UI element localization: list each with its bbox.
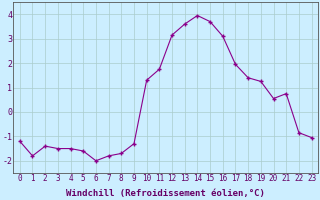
X-axis label: Windchill (Refroidissement éolien,°C): Windchill (Refroidissement éolien,°C) bbox=[66, 189, 265, 198]
